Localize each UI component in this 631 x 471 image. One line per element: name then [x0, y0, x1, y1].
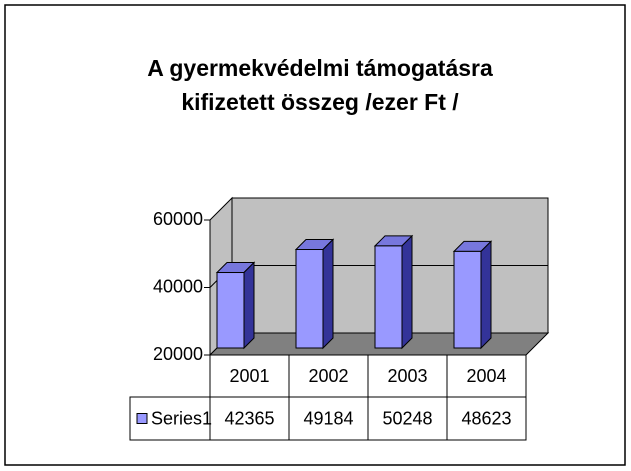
legend-label: Series1	[151, 408, 212, 428]
table-value: 42365	[224, 408, 274, 428]
legend-swatch	[136, 413, 148, 424]
x-tick-label: 2003	[387, 366, 427, 386]
bar	[453, 250, 482, 349]
x-tick-label: 2002	[308, 366, 348, 386]
chart-title: kifizetett összeg /ezer Ft /	[181, 89, 459, 115]
y-tick-label: 60000	[153, 209, 203, 229]
y-tick-label: 20000	[153, 344, 203, 364]
bar	[216, 272, 245, 349]
bar-side	[243, 261, 255, 350]
data-table-border	[129, 396, 527, 441]
table-value: 49184	[303, 408, 353, 428]
y-tick-label: 40000	[153, 276, 203, 296]
table-value: 48623	[461, 408, 511, 428]
bar	[374, 245, 403, 349]
bar-side	[480, 240, 492, 350]
bar	[295, 249, 324, 349]
chart-title: A gyermekvédelmi támogatásra	[147, 55, 493, 81]
table-value: 50248	[382, 408, 432, 428]
x-tick-label: 2004	[466, 366, 506, 386]
x-tick-label: 2001	[229, 366, 269, 386]
bar-side	[401, 234, 413, 350]
bar-side	[322, 238, 334, 350]
